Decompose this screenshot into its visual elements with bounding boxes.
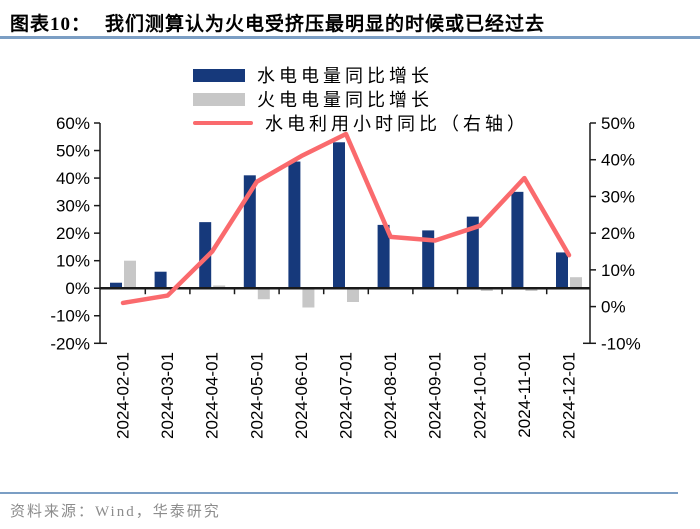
legend-label-hydro-utilization: 水电利用小时同比（右轴） xyxy=(265,114,529,134)
figure-label: 图表10： xyxy=(10,14,92,35)
left-axis-tick-label: 0% xyxy=(65,279,90,298)
left-axis-tick-label: 40% xyxy=(56,169,90,188)
right-axis-tick-label: 50% xyxy=(601,114,635,133)
right-axis-tick-label: 40% xyxy=(601,151,635,170)
hydro-bar-2024-12-01 xyxy=(556,252,568,289)
right-axis-tick-label: 0% xyxy=(601,298,626,317)
hydro-bar-2024-10-01 xyxy=(466,216,479,289)
legend: 水电电量同比增长 火电电量同比增长 水电利用小时同比（右轴） xyxy=(193,63,529,135)
legend-item-thermal-generation: 火电电量同比增长 xyxy=(193,87,529,111)
x-axis-label: 2024-12-01 xyxy=(560,352,579,439)
left-axis-tick-label: 60% xyxy=(56,114,90,133)
source-note: 资料来源：Wind，华泰研究 xyxy=(10,504,221,520)
legend-item-hydro-utilization-line: 水电利用小时同比（右轴） xyxy=(193,111,529,135)
thermal-bar-2024-05-01 xyxy=(257,288,270,300)
x-axis-label: 2024-10-01 xyxy=(470,352,489,439)
hydro-bar-2024-06-01 xyxy=(288,161,301,289)
right-axis-tick-label: 30% xyxy=(601,187,635,206)
legend-label-hydro-generation: 水电电量同比增长 xyxy=(257,66,433,86)
legend-swatch-utilization-line xyxy=(193,121,253,125)
left-axis-tick-label: 50% xyxy=(56,141,90,160)
legend-item-hydro-generation: 水电电量同比增长 xyxy=(193,63,529,87)
x-axis-label: 2024-11-01 xyxy=(515,352,534,438)
right-axis-tick-label: 20% xyxy=(601,224,635,243)
x-axis-label: 2024-02-01 xyxy=(114,352,133,439)
thermal-bar-2024-07-01 xyxy=(347,288,359,302)
figure-header: 图表10： 我们测算认为火电受挤压最明显的时候或已经过去 xyxy=(0,0,700,42)
left-axis-tick-label: 30% xyxy=(56,197,90,216)
hydro-bar-2024-03-01 xyxy=(154,271,167,289)
thermal-bar-2024-06-01 xyxy=(302,288,315,308)
header-divider xyxy=(0,36,700,39)
footer-divider xyxy=(0,492,678,494)
hydro-bar-2024-08-01 xyxy=(377,224,390,289)
legend-swatch-thermal-bar xyxy=(193,92,245,106)
x-axis-label: 2024-07-01 xyxy=(337,352,356,439)
right-axis-tick-label: -10% xyxy=(601,334,641,353)
hydro-bar-2024-07-01 xyxy=(333,142,345,289)
left-axis-tick-label: 10% xyxy=(56,252,90,271)
x-axis-label: 2024-06-01 xyxy=(292,352,311,439)
hydro-bar-2024-11-01 xyxy=(511,191,524,289)
legend-label-thermal-generation: 火电电量同比增长 xyxy=(257,90,433,110)
x-axis-label: 2024-09-01 xyxy=(426,352,445,439)
figure-title: 我们测算认为火电受挤压最明显的时候或已经过去 xyxy=(105,14,546,35)
figure-footer: 资料来源：Wind，华泰研究 xyxy=(0,492,700,521)
x-axis-label: 2024-04-01 xyxy=(203,352,222,439)
left-axis-tick-label: 20% xyxy=(56,224,90,243)
thermal-bar-2024-02-01 xyxy=(124,260,136,289)
x-axis-label: 2024-08-01 xyxy=(381,352,400,439)
left-axis-tick-label: -20% xyxy=(50,334,90,353)
x-axis-label: 2024-05-01 xyxy=(247,352,266,439)
hydro-bar-2024-02-01 xyxy=(110,282,122,289)
hydro-utilization-line xyxy=(120,131,572,306)
thermal-bar-2024-11-01 xyxy=(525,288,538,291)
hydro-bar-2024-04-01 xyxy=(199,222,212,289)
hydro-bar-2024-05-01 xyxy=(243,175,256,289)
thermal-bar-2024-10-01 xyxy=(480,288,493,291)
thermal-bar-2024-12-01 xyxy=(570,277,582,289)
hydro-bar-2024-09-01 xyxy=(422,230,435,289)
legend-swatch-hydro-bar xyxy=(193,68,245,82)
left-axis-tick-label: -10% xyxy=(50,307,90,326)
thermal-bar-2024-04-01 xyxy=(213,285,226,289)
right-axis-tick-label: 10% xyxy=(601,261,635,280)
x-axis-label: 2024-03-01 xyxy=(158,352,177,439)
